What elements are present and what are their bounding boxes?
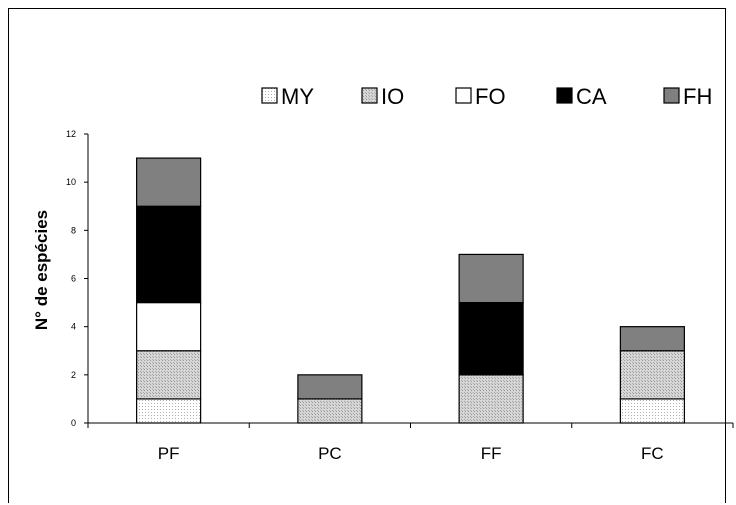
legend-label: CA (576, 84, 607, 109)
x-tick-label: PC (318, 444, 342, 463)
bar-segment-io-pf (136, 350, 202, 400)
y-tick-label: 12 (66, 129, 76, 139)
legend-swatch (455, 87, 472, 104)
legend-item-fo: FO (455, 84, 506, 109)
axes: 0 2 4 6 8 10 12 PF PC FF FC (66, 129, 734, 463)
x-tick-label: PF (158, 444, 180, 463)
y-tick-label: 8 (71, 225, 76, 235)
bar-segment-my-fc (619, 398, 685, 424)
y-tick-label: 4 (71, 322, 76, 332)
bars (136, 157, 685, 424)
bar-segment-ca-pf (136, 205, 202, 304)
legend-swatch (663, 87, 680, 104)
chart-frame (8, 8, 726, 503)
legend-item-ca: CA (556, 84, 607, 109)
legend-swatch (556, 87, 573, 104)
legend-item-fh: FH (663, 84, 712, 109)
legend-label: MY (281, 84, 314, 109)
bar-segment-io-pc (297, 398, 363, 424)
bar-segment-io-ff (458, 374, 524, 424)
bar-segment-fh-pc (297, 374, 363, 400)
bar-segment-fh-fc (619, 326, 685, 352)
bar-segment-my-pf (136, 398, 202, 424)
y-tick-label: 0 (71, 418, 76, 428)
x-tick-label: FF (481, 444, 502, 463)
legend-item-io: IO (361, 84, 404, 109)
bar-segment-fh-pf (136, 157, 202, 207)
legend-swatch (261, 87, 278, 104)
bar-segment-fh-ff (458, 253, 524, 304)
bar-segment-io-fc (619, 350, 685, 400)
legend: MY IO FO CA FH (261, 84, 712, 109)
bar-segment-ca-ff (458, 301, 524, 376)
bar-segment-fo-pf (136, 301, 202, 352)
y-axis-label: N° de espécies (32, 210, 51, 330)
legend-label: IO (381, 84, 404, 109)
x-tick-label: FC (641, 444, 664, 463)
legend-swatch (361, 87, 378, 104)
y-tick-label: 6 (71, 274, 76, 284)
legend-label: FH (683, 84, 712, 109)
legend-label: FO (475, 84, 506, 109)
legend-item-my: MY (261, 84, 314, 109)
y-tick-label: 10 (66, 177, 76, 187)
y-tick-label: 2 (71, 370, 76, 380)
